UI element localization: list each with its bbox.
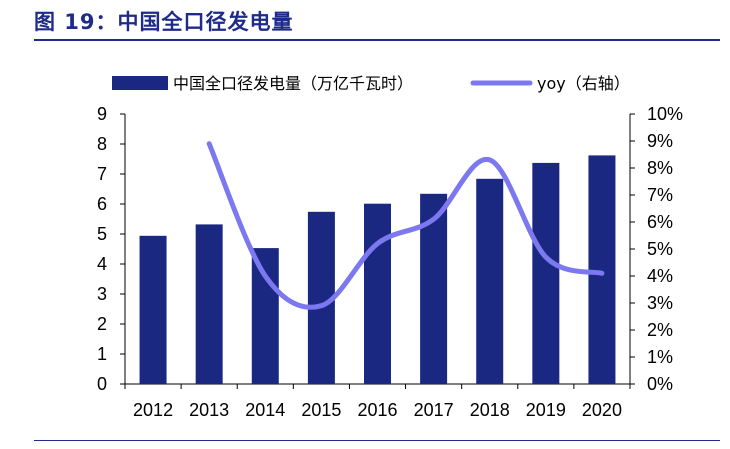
x-axis-labels: 2012 2013 2014 2015 2016 2017 2018 2019 2020 bbox=[133, 400, 622, 420]
right-tick-label: 0% bbox=[647, 374, 673, 394]
bar-2012 bbox=[139, 235, 167, 384]
right-tick-label: 3% bbox=[647, 293, 673, 313]
x-tick-label: 2013 bbox=[189, 400, 229, 420]
left-tick-label: 7 bbox=[97, 164, 107, 184]
left-tick-label: 5 bbox=[97, 224, 107, 244]
x-tick-label: 2015 bbox=[301, 400, 341, 420]
x-tick-label: 2014 bbox=[245, 400, 285, 420]
left-tick-label: 8 bbox=[97, 134, 107, 154]
x-tick-label: 2017 bbox=[414, 400, 454, 420]
x-tick-label: 2020 bbox=[582, 400, 622, 420]
x-tick-label: 2018 bbox=[470, 400, 510, 420]
legend-line-label: yoy（右轴） bbox=[537, 74, 630, 93]
left-tick-label: 3 bbox=[97, 284, 107, 304]
right-tick-label: 2% bbox=[647, 320, 673, 340]
left-axis-labels: 0 1 2 3 4 5 6 7 8 9 bbox=[97, 104, 107, 394]
bar-2016 bbox=[364, 203, 391, 384]
figure-title: 图 19：中国全口径发电量 bbox=[34, 10, 294, 34]
bottom-rule bbox=[34, 440, 720, 441]
bar-2013 bbox=[195, 224, 223, 384]
legend: 中国全口径发电量（万亿千瓦时） yoy（右轴） bbox=[112, 74, 630, 93]
x-tick-label: 2016 bbox=[357, 400, 397, 420]
left-tick-label: 6 bbox=[97, 194, 107, 214]
yoy-line bbox=[206, 141, 605, 310]
left-tick-label: 4 bbox=[97, 254, 107, 274]
legend-bar-label: 中国全口径发电量（万亿千瓦时） bbox=[173, 74, 413, 93]
x-tick-label: 2012 bbox=[133, 400, 173, 420]
title-rule bbox=[34, 39, 720, 41]
right-tick-label: 8% bbox=[647, 158, 673, 178]
x-tick-label: 2019 bbox=[526, 400, 566, 420]
bar-2018 bbox=[476, 178, 504, 384]
right-tick-label: 1% bbox=[647, 347, 673, 367]
bar-2014 bbox=[251, 248, 279, 384]
bar-2020 bbox=[588, 155, 616, 384]
right-tick-label: 7% bbox=[647, 185, 673, 205]
left-tick-label: 1 bbox=[97, 344, 107, 364]
right-axis-labels: 0% 1% 2% 3% 4% 5% 6% 7% 8% 9% 10% bbox=[647, 104, 683, 394]
legend-bar-swatch bbox=[112, 76, 168, 90]
right-tick-label: 9% bbox=[647, 131, 673, 151]
right-tick-label: 5% bbox=[647, 239, 673, 259]
left-tick-label: 9 bbox=[97, 104, 107, 124]
right-tick-label: 4% bbox=[647, 266, 673, 286]
left-tick-label: 0 bbox=[97, 374, 107, 394]
yoy-line-path bbox=[206, 141, 605, 310]
bar-2019 bbox=[532, 162, 560, 384]
left-tick-label: 2 bbox=[97, 314, 107, 334]
right-tick-label: 10% bbox=[647, 104, 683, 124]
right-tick-label: 6% bbox=[647, 212, 673, 232]
bars bbox=[139, 155, 616, 384]
